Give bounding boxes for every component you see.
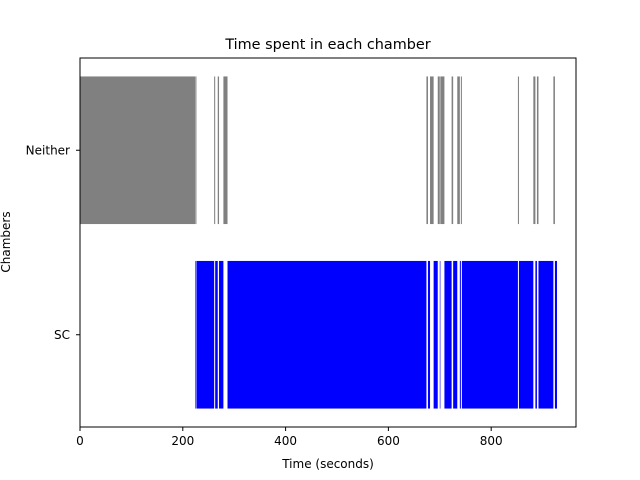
chart-title: Time spent in each chamber bbox=[224, 37, 430, 53]
bar-segment-sc-8 bbox=[444, 260, 452, 409]
bar-segment-neither-15 bbox=[553, 76, 555, 225]
y-tick-label-neither: Neither bbox=[26, 143, 70, 157]
bar-segment-neither-1 bbox=[195, 76, 197, 225]
bar-segment-sc-0 bbox=[195, 260, 196, 409]
bar-segment-neither-11 bbox=[460, 76, 462, 225]
bar-segment-sc-3 bbox=[219, 260, 224, 409]
bar-segment-neither-7 bbox=[437, 76, 440, 225]
bar-segment-sc-9 bbox=[453, 260, 458, 409]
y-axis-title: Chambers bbox=[0, 211, 13, 272]
bar-segment-neither-8 bbox=[440, 76, 445, 225]
y-tick-label-sc: SC bbox=[54, 328, 70, 342]
bar-segment-neither-2 bbox=[214, 76, 216, 225]
bar-segment-neither-12 bbox=[517, 76, 519, 225]
bar-segment-sc-2 bbox=[215, 260, 218, 409]
bar-segment-sc-15 bbox=[554, 260, 557, 409]
bar-segment-sc-6 bbox=[433, 260, 438, 409]
bar-segment-sc-10 bbox=[459, 260, 461, 409]
x-axis: 0 200 400 600 800 bbox=[76, 427, 503, 448]
bar-segment-sc-4 bbox=[227, 260, 427, 409]
x-tick-label: 200 bbox=[171, 434, 194, 448]
bar-segment-neither-5 bbox=[426, 76, 428, 225]
x-axis-title: Time (seconds) bbox=[281, 457, 374, 471]
bar-segment-sc-12 bbox=[518, 260, 534, 409]
bar-segment-neither-14 bbox=[536, 76, 539, 225]
bar-segment-sc-14 bbox=[538, 260, 554, 409]
bar-segment-neither-0 bbox=[80, 76, 196, 225]
bar-segment-sc-7 bbox=[439, 260, 441, 409]
bar-segment-sc-11 bbox=[461, 260, 518, 409]
plot-frame bbox=[79, 57, 577, 428]
x-tick-label: 400 bbox=[274, 434, 297, 448]
bar-segment-neither-3 bbox=[217, 76, 220, 225]
bar-segment-neither-10 bbox=[457, 76, 460, 225]
bar-segment-neither-6 bbox=[430, 76, 434, 225]
bar-segment-sc-13 bbox=[535, 260, 537, 409]
y-axis: Neither SC bbox=[26, 143, 80, 342]
bar-segment-neither-4 bbox=[223, 76, 228, 225]
bar-segment-sc-5 bbox=[427, 260, 431, 409]
bar-segment-neither-13 bbox=[533, 76, 536, 225]
bar-segment-neither-9 bbox=[451, 76, 454, 225]
x-tick-label: 800 bbox=[480, 434, 503, 448]
x-tick-label: 600 bbox=[377, 434, 400, 448]
bar-segment-sc-1 bbox=[196, 260, 215, 409]
plot-area bbox=[80, 76, 557, 409]
x-tick-label: 0 bbox=[76, 434, 84, 448]
